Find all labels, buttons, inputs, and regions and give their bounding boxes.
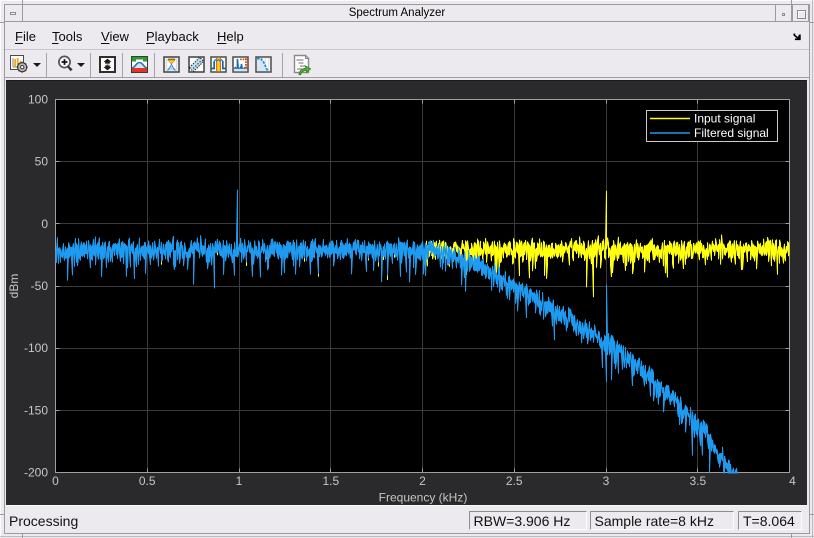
svg-text:-50: -50 xyxy=(31,279,49,293)
svg-text:-100: -100 xyxy=(24,341,48,355)
svg-text:2: 2 xyxy=(419,474,426,488)
svg-text:Filtered signal: Filtered signal xyxy=(694,126,769,140)
svg-text:-200: -200 xyxy=(24,466,48,480)
svg-text:dBm: dBm xyxy=(7,274,21,299)
svg-text:3.5: 3.5 xyxy=(689,474,706,488)
svg-text:1.5: 1.5 xyxy=(322,474,339,488)
svg-text:50: 50 xyxy=(35,155,49,169)
svg-text:Input signal: Input signal xyxy=(694,112,755,126)
svg-text:2.5: 2.5 xyxy=(506,474,523,488)
svg-text:4: 4 xyxy=(789,474,796,488)
svg-text:0: 0 xyxy=(52,474,59,488)
svg-text:0.5: 0.5 xyxy=(139,474,156,488)
svg-text:100: 100 xyxy=(28,93,48,107)
svg-text:0: 0 xyxy=(41,217,48,231)
svg-text:1: 1 xyxy=(236,474,243,488)
svg-text:Frequency (kHz): Frequency (kHz) xyxy=(379,491,468,505)
svg-text:3: 3 xyxy=(603,474,610,488)
svg-text:-150: -150 xyxy=(24,403,48,417)
